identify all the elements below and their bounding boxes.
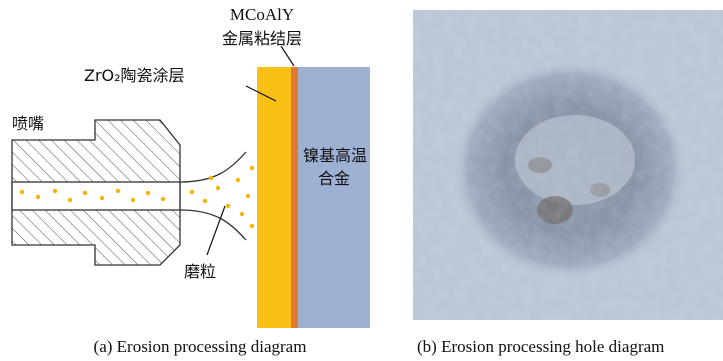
ceramic-coat (257, 67, 291, 328)
photo (413, 10, 723, 320)
schematic: MCoAlY 金属粘结层 ZrO₂陶瓷涂层 喷嘴 镍基高温 合金 磨粒 (12, 5, 370, 328)
label: 镍基高温 (303, 146, 367, 165)
substrate (298, 67, 370, 328)
label: 磨粒 (184, 262, 216, 281)
label: 合金 (318, 169, 350, 188)
figure: MCoAlY 金属粘结层 ZrO₂陶瓷涂层 喷嘴 镍基高温 合金 磨粒 (a) … (0, 0, 723, 361)
caption: (b) Erosion processing hole diagram (417, 337, 664, 356)
bond-coat (291, 67, 298, 328)
page: {"diagram": { "labels": { "bond_coat_nam… (0, 0, 723, 361)
label: 金属粘结层 (222, 29, 302, 48)
caption: (a) Erosion processing diagram (94, 337, 307, 356)
label: MCoAlY (230, 5, 294, 24)
leader-line (281, 46, 294, 66)
label: 喷嘴 (12, 114, 44, 133)
label: ZrO₂陶瓷涂层 (84, 66, 185, 85)
jet-boundary (180, 210, 246, 240)
